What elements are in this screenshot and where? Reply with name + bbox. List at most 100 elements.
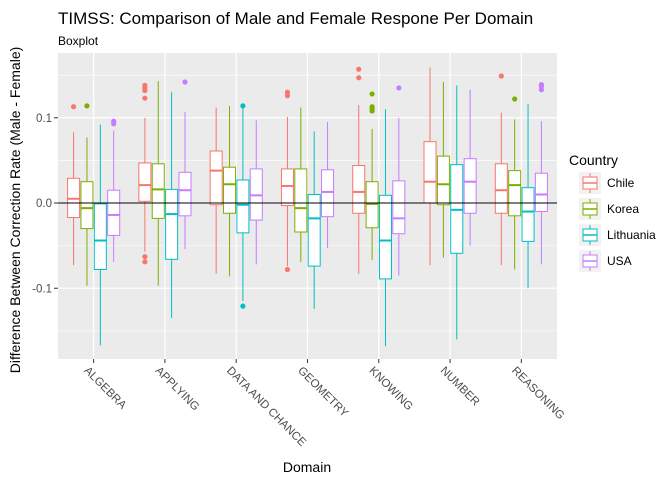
- box-chile-algebra: [67, 104, 81, 266]
- outlier-point: [369, 91, 375, 97]
- x-tick-label-reasoning: REASONING: [509, 365, 566, 422]
- iqr-box: [209, 150, 223, 206]
- iqr-box: [307, 193, 321, 267]
- x-tick-label-number: NUMBER: [438, 365, 482, 409]
- box-lithuania-number: [450, 85, 464, 340]
- box-chile-data-and-chance: [209, 107, 223, 274]
- iqr-box: [80, 181, 94, 230]
- iqr-box: [534, 172, 548, 213]
- legend-item-korea: Korea: [579, 198, 639, 220]
- box-usa-data-and-chance: [249, 120, 263, 265]
- legend-item-lithuania: Lithuania: [579, 224, 656, 246]
- legend-label: Korea: [607, 202, 639, 216]
- box-chile-geometry: [280, 89, 294, 273]
- iqr-box: [178, 171, 192, 217]
- iqr-box: [423, 141, 437, 204]
- iqr-box: [236, 179, 250, 234]
- outlier-point: [142, 254, 148, 260]
- box-korea-applying: [151, 81, 165, 286]
- box-usa-algebra: [107, 118, 121, 262]
- box-usa-number: [463, 89, 477, 246]
- box-chile-reasoning: [494, 73, 508, 266]
- legend-label: Lithuania: [607, 228, 656, 242]
- box-chile-number: [423, 67, 437, 266]
- x-axis-title: Domain: [283, 459, 331, 475]
- box-lithuania-reasoning: [521, 104, 535, 289]
- iqr-box: [463, 158, 477, 214]
- iqr-box: [494, 163, 508, 214]
- iqr-box: [294, 168, 308, 233]
- outlier-point: [142, 259, 148, 265]
- box-lithuania-knowing: [378, 109, 392, 347]
- iqr-box: [165, 188, 179, 260]
- iqr-box: [378, 194, 392, 280]
- legend-label: Chile: [607, 176, 635, 190]
- y-tick-label: 0.1: [36, 113, 52, 125]
- box-korea-knowing: [365, 91, 379, 261]
- box-chile-knowing: [352, 66, 366, 274]
- outlier-point: [70, 104, 77, 110]
- iqr-box: [138, 162, 152, 202]
- outlier-point: [512, 96, 518, 102]
- iqr-box: [280, 168, 294, 207]
- box-usa-knowing: [392, 85, 406, 276]
- outlier-point: [369, 104, 375, 110]
- iqr-box: [521, 187, 535, 242]
- y-tick-label: -0.1: [32, 283, 52, 295]
- legend-title: Country: [569, 152, 618, 168]
- legend-label: USA: [607, 254, 632, 268]
- gridlines: [58, 53, 557, 359]
- outlier-point: [538, 81, 545, 88]
- box-lithuania-applying: [165, 92, 179, 319]
- legend: Country Chile Korea Lithuania USA: [569, 152, 656, 272]
- iqr-box: [151, 163, 165, 219]
- y-tick-label: 0.0: [36, 198, 52, 210]
- outlier-point: [356, 66, 362, 72]
- legend-item-usa: USA: [579, 250, 632, 272]
- iqr-box: [352, 165, 366, 214]
- outlier-point: [84, 103, 90, 109]
- box-korea-reasoning: [508, 96, 522, 270]
- x-tick-label-knowing: KNOWING: [367, 365, 415, 413]
- box-lithuania-geometry: [307, 131, 321, 309]
- iqr-box: [508, 170, 522, 217]
- box-lithuania-data-and-chance: [236, 103, 250, 309]
- x-tick-label-geometry: GEOMETRY: [295, 365, 350, 420]
- iqr-box: [93, 203, 107, 271]
- iqr-box: [223, 166, 237, 214]
- outlier-point: [142, 82, 148, 88]
- iqr-box: [436, 155, 450, 206]
- iqr-box: [321, 169, 335, 218]
- box-korea-number: [436, 81, 450, 258]
- outlier-point: [356, 75, 362, 81]
- outlier-point: [498, 73, 504, 79]
- box-lithuania-algebra: [93, 124, 107, 346]
- legend-item-chile: Chile: [579, 172, 635, 194]
- chart-subtitle: Boxplot: [58, 34, 99, 48]
- outlier-point: [240, 103, 246, 109]
- outlier-point: [284, 266, 291, 273]
- box-usa-applying: [178, 79, 192, 250]
- box-usa-reasoning: [534, 81, 548, 265]
- box-korea-data-and-chance: [223, 105, 237, 277]
- outlier-point: [182, 79, 188, 85]
- outlier-point: [240, 303, 246, 309]
- outlier-point: [284, 89, 291, 95]
- x-tick-label-data-and-chance: DATA AND CHANCE: [224, 365, 308, 449]
- boxplot-marks: [58, 66, 557, 347]
- outlier-point: [111, 118, 117, 124]
- box-chile-applying: [138, 82, 152, 265]
- y-axis: -0.1 0.0 0.1: [32, 113, 58, 295]
- chart-title: TIMSS: Comparison of Male and Female Res…: [58, 9, 533, 28]
- x-tick-label-algebra: ALGEBRA: [81, 365, 128, 412]
- y-axis-title: Difference Between Correction Rate (Male…: [7, 47, 23, 374]
- box-korea-algebra: [80, 103, 94, 286]
- box-usa-geometry: [321, 122, 335, 249]
- iqr-box: [107, 189, 121, 236]
- box-korea-geometry: [294, 107, 308, 262]
- iqr-box: [392, 180, 406, 235]
- outlier-point: [142, 95, 148, 101]
- outlier-point: [396, 85, 402, 91]
